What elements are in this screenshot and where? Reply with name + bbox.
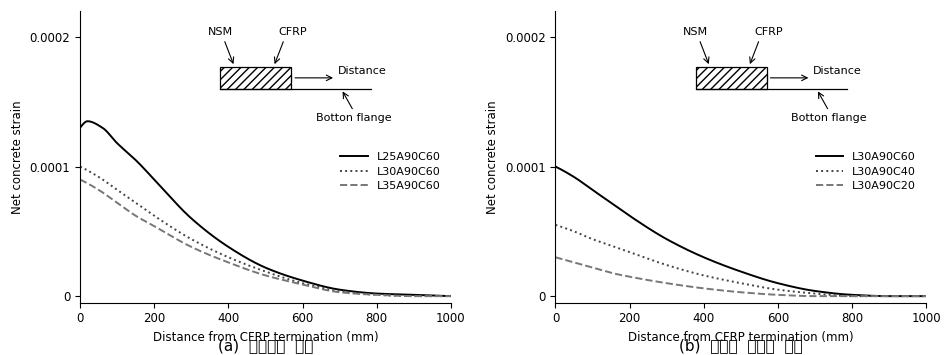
L35A90C60	[93, 188, 105, 192]
L25A90C60	[245, 258, 256, 262]
X-axis label: Distance from CFRP termination (mm): Distance from CFRP termination (mm)	[628, 331, 854, 344]
Y-axis label: Net concrete strain: Net concrete strain	[486, 100, 500, 214]
L30A90C60	[842, 293, 853, 297]
L35A90C60	[434, 294, 446, 298]
L30A90C20	[910, 294, 922, 298]
L25A90C60	[445, 294, 456, 298]
L30A90C40	[846, 294, 858, 298]
L25A90C60	[82, 119, 93, 124]
Legend: L25A90C60, L30A90C60, L35A90C60: L25A90C60, L30A90C60, L35A90C60	[336, 148, 446, 196]
Line: L30A90C60: L30A90C60	[555, 166, 926, 296]
L30A90C20	[842, 294, 853, 298]
L30A90C40	[921, 294, 932, 298]
L30A90C20	[730, 290, 742, 294]
Line: L30A90C60: L30A90C60	[80, 166, 450, 296]
L30A90C60	[730, 268, 742, 272]
Line: L35A90C60: L35A90C60	[80, 180, 450, 296]
L30A90C20	[921, 294, 932, 298]
Line: L25A90C60: L25A90C60	[80, 121, 450, 296]
Line: L30A90C40: L30A90C40	[555, 225, 926, 296]
L25A90C60	[255, 263, 267, 268]
L30A90C20	[720, 289, 731, 293]
L30A90C20	[809, 294, 821, 298]
Y-axis label: Net concrete strain: Net concrete strain	[11, 100, 24, 214]
L30A90C60	[921, 294, 932, 298]
L30A90C60	[408, 294, 420, 298]
L35A90C60	[254, 272, 266, 276]
L30A90C60	[549, 164, 561, 169]
L35A90C60	[445, 294, 456, 298]
L30A90C60	[74, 164, 86, 169]
L35A90C60	[367, 293, 378, 297]
L30A90C40	[842, 294, 853, 298]
L30A90C20	[549, 255, 561, 260]
L25A90C60	[434, 294, 446, 298]
L30A90C60	[720, 264, 731, 268]
Text: (b)  긴장력  수준의  영향: (b) 긴장력 수준의 영향	[679, 338, 803, 353]
L30A90C60	[434, 294, 446, 298]
L30A90C40	[730, 280, 742, 284]
L30A90C60	[434, 294, 446, 298]
L25A90C60	[93, 124, 105, 128]
L35A90C60	[74, 178, 86, 182]
Line: L30A90C20: L30A90C20	[555, 257, 926, 296]
L30A90C60	[367, 293, 378, 297]
L30A90C40	[910, 294, 922, 298]
L30A90C20	[909, 294, 921, 298]
L30A90C60	[909, 294, 921, 298]
L25A90C60	[74, 126, 86, 130]
L30A90C60	[93, 175, 105, 179]
L35A90C60	[408, 294, 420, 298]
L30A90C60	[910, 294, 922, 298]
L25A90C60	[434, 294, 446, 298]
L30A90C40	[720, 278, 731, 282]
Text: (a)  경간장의  영향: (a) 경간장의 영향	[218, 338, 313, 353]
L35A90C60	[434, 294, 446, 298]
L30A90C60	[568, 175, 580, 179]
L30A90C60	[245, 264, 256, 268]
L30A90C40	[909, 294, 921, 298]
L35A90C60	[245, 268, 256, 273]
L30A90C60	[883, 294, 895, 298]
L30A90C40	[549, 223, 561, 227]
Legend: L30A90C60, L30A90C40, L30A90C20: L30A90C60, L30A90C40, L30A90C20	[811, 148, 921, 196]
L30A90C60	[254, 268, 266, 272]
L25A90C60	[367, 291, 378, 295]
X-axis label: Distance from CFRP termination (mm): Distance from CFRP termination (mm)	[152, 331, 378, 344]
L30A90C40	[568, 229, 580, 234]
L30A90C20	[568, 261, 580, 265]
L30A90C60	[445, 294, 456, 298]
